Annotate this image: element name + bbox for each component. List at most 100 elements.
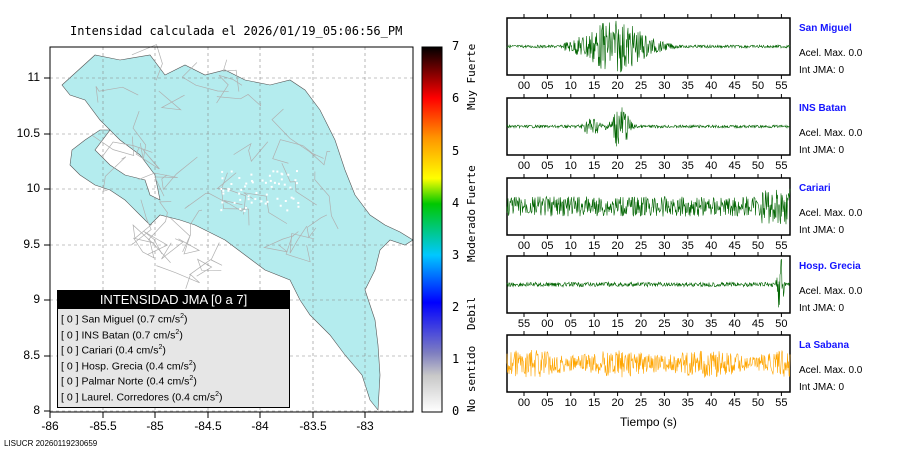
time-tick-label: 15 [588, 397, 601, 409]
station-marker [227, 189, 230, 192]
intensity-legend: INTENSIDAD JMA [0 a 7] [ 0 ] San Miguel … [57, 290, 290, 408]
road [314, 171, 339, 230]
jma-intensity: Int JMA: 0 [799, 382, 845, 393]
station-marker [230, 170, 233, 173]
time-tick-label: 00 [517, 80, 531, 92]
lat-tick-label: 10 [26, 181, 40, 195]
road [181, 62, 229, 92]
time-tick-label: 00 [517, 397, 531, 409]
station-marker [250, 201, 253, 204]
legend-acceleration: (0.4 cm/s [115, 344, 159, 357]
time-tick-label: 15 [588, 80, 601, 92]
road [289, 225, 315, 254]
time-tick-label: 30 [681, 318, 694, 330]
lon-tick-label: -86 [41, 419, 59, 433]
legend-item: [ 0 ] INS Batan (0.7 cm/s2) [61, 328, 183, 342]
time-tick-label: 55 [775, 397, 788, 409]
lon-tick-label: -84.5 [194, 419, 222, 433]
station-marker [268, 174, 271, 177]
station-marker [222, 189, 225, 192]
station-marker [251, 179, 254, 182]
colorbar-category-label: Fuerte [465, 165, 478, 205]
time-tick-label: 40 [705, 240, 718, 252]
station-marker [220, 209, 223, 212]
page-title: Intensidad calculada el 2026/01/19_05:06… [70, 24, 403, 38]
road [131, 44, 163, 81]
time-tick-label: 15 [588, 160, 601, 172]
road [182, 209, 203, 253]
road [285, 231, 311, 263]
time-tick-label: 30 [658, 160, 671, 172]
station-marker [260, 200, 263, 203]
road [138, 172, 178, 197]
legend-exponent: 2 [158, 344, 163, 351]
x-axis-label: Tiempo (s) [620, 415, 677, 429]
legend-item: [ 0 ] Palmar Norte (0.4 cm/s2) [61, 375, 197, 388]
time-tick-label: 45 [728, 240, 741, 252]
time-tick-label: 45 [728, 80, 741, 92]
legend-intensity: [ 0 ] [61, 329, 79, 341]
footer-id: LISUCR 20260119230659 [4, 439, 98, 448]
time-tick-label: 20 [611, 160, 624, 172]
colorbar-tick-label: 4 [452, 195, 460, 210]
station-marker [297, 201, 300, 204]
station-marker [247, 195, 250, 198]
station-marker [265, 193, 268, 196]
road [132, 111, 147, 160]
max-acceleration: Acel. Max. 0.0 [799, 208, 863, 219]
jma-intensity: Int JMA: 0 [799, 65, 845, 76]
station-name: INS Batan [799, 103, 847, 114]
lon-tick-label: -85.5 [89, 419, 117, 433]
legend-station-name: Cariari [81, 344, 113, 357]
station-marker [222, 192, 225, 195]
time-tick-label: 25 [634, 397, 648, 409]
station-marker [244, 185, 247, 188]
station-marker [266, 200, 269, 203]
colorbar-category-label: Moderado [465, 209, 478, 262]
road [306, 214, 328, 239]
road [184, 192, 229, 209]
station-marker [276, 197, 279, 200]
colorbar-tick-label: 7 [452, 39, 460, 54]
road [135, 147, 160, 170]
lon-tick-label: -85 [146, 419, 164, 433]
legend-acceleration: (0.7 cm/s [132, 329, 176, 341]
road [161, 156, 198, 191]
station-marker [287, 173, 290, 176]
time-tick-label: 30 [658, 397, 671, 409]
station-marker [284, 200, 287, 203]
jma-intensity: Int JMA: 0 [799, 225, 845, 236]
lat-tick-label: 11 [27, 70, 40, 84]
time-tick-label: 25 [658, 318, 671, 330]
colorbar-category-label: Muy Fuerte [465, 43, 478, 110]
time-tick-label: 20 [611, 80, 624, 92]
road [95, 86, 139, 103]
station-marker [279, 204, 282, 207]
station-name: La Sabana [799, 340, 850, 351]
time-tick-label: 05 [564, 318, 577, 330]
max-acceleration: Acel. Max. 0.0 [799, 286, 863, 297]
station-marker [227, 187, 230, 190]
time-tick-label: 25 [634, 240, 648, 252]
station-marker [220, 188, 223, 191]
legend-item: [ 0 ] Cariari (0.4 cm/s2) [61, 344, 166, 357]
station-marker [283, 183, 286, 186]
time-tick-label: 00 [541, 318, 554, 330]
colorbar-tick-label: 3 [452, 247, 460, 262]
road [130, 199, 152, 246]
legend-station-name: Hosp. Grecia [81, 360, 143, 372]
road [101, 141, 153, 156]
road [223, 200, 248, 212]
time-tick-label: 50 [751, 80, 765, 92]
jma-intensity: Int JMA: 0 [799, 145, 845, 156]
station-marker [254, 198, 257, 201]
station-marker [280, 178, 283, 181]
station-marker [294, 179, 297, 182]
time-tick-label: 05 [541, 80, 554, 92]
station-marker [281, 173, 284, 176]
road [243, 192, 288, 224]
station-marker [221, 201, 224, 204]
colorbar-category-label: No sentido [465, 345, 478, 412]
waveform-trace [506, 259, 791, 308]
